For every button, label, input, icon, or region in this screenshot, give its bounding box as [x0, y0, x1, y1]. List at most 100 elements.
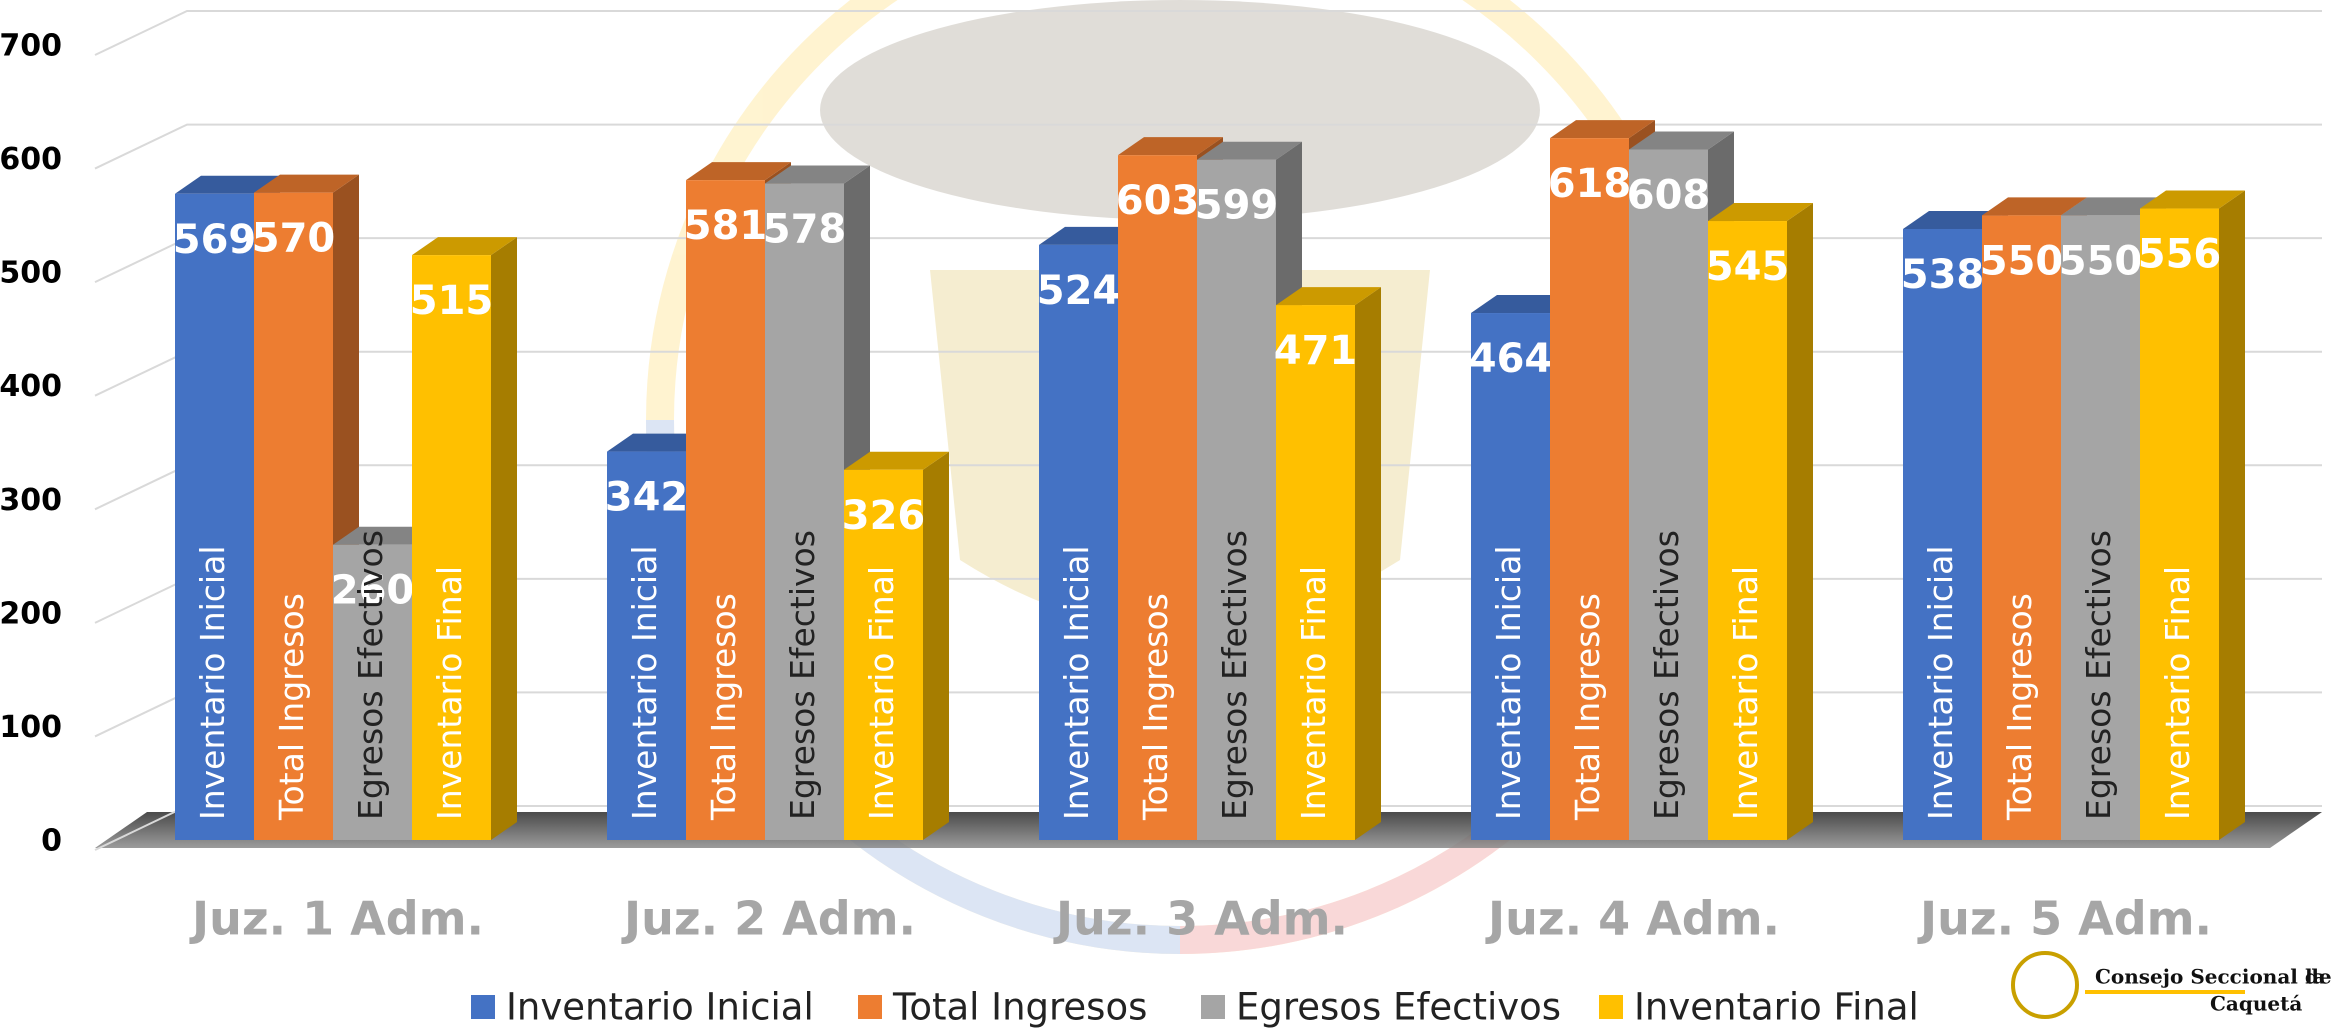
bar-side — [1787, 203, 1813, 841]
bar — [1276, 287, 1381, 840]
x-tick-label: Juz. 3 Adm. — [1053, 892, 1348, 946]
y-tick-label: 500 — [0, 256, 62, 291]
data-label: 618 — [1548, 161, 1632, 207]
bar-front — [844, 469, 923, 840]
bar — [2140, 190, 2245, 841]
bar-front — [1197, 159, 1276, 840]
series-label: Inventario Final — [1726, 566, 1765, 820]
bar-front — [333, 544, 412, 840]
bar-top — [1197, 141, 1302, 160]
bar-front — [1629, 149, 1708, 840]
data-label: 581 — [684, 203, 768, 249]
bar-front — [175, 193, 254, 840]
legend-label: Inventario Inicial — [506, 986, 814, 1029]
bar-top — [1708, 203, 1813, 222]
grid-line — [94, 10, 2322, 56]
data-label: 545 — [1706, 244, 1790, 290]
series-label: Inventario Inicial — [193, 546, 232, 821]
y-tick-label: 100 — [0, 710, 62, 745]
bar-front — [254, 192, 333, 841]
bar-top — [1903, 210, 2008, 229]
legend-label: Egresos Efectivos — [1236, 986, 1561, 1029]
bar-front — [1708, 221, 1787, 841]
data-label: 471 — [1274, 328, 1358, 374]
series-label: Inventario Inicial — [1489, 546, 1528, 821]
logo-text: Consejo Seccional de — [2095, 965, 2332, 989]
bar-side — [1355, 287, 1381, 840]
bar-top — [686, 162, 791, 181]
bar-front — [1903, 228, 1982, 840]
series-label: Egresos Efectivos — [1215, 530, 1254, 820]
bar-front — [2061, 215, 2140, 840]
bar-top — [1629, 131, 1734, 150]
series-label: Inventario Inicial — [1921, 546, 1960, 821]
data-label: 515 — [410, 278, 494, 324]
series-label: Inventario Final — [2158, 566, 2197, 820]
logo-text: Caquetá — [2210, 992, 2302, 1016]
series-label: Inventario Inicial — [625, 546, 664, 821]
bar-top — [254, 174, 359, 193]
logo-bar — [2085, 990, 2245, 994]
series-label: Egresos Efectivos — [351, 530, 390, 820]
series-label: Total Ingresos — [2000, 593, 2039, 821]
series-label: Total Ingresos — [1136, 593, 1175, 821]
bar-front — [1276, 305, 1355, 840]
data-label: 603 — [1116, 178, 1200, 224]
bar-top — [1039, 226, 1144, 245]
data-label: 578 — [763, 207, 847, 253]
bar-top — [1471, 295, 1576, 314]
y-tick-label: 200 — [0, 596, 62, 631]
x-tick-label: Juz. 1 Adm. — [189, 892, 484, 946]
bar-top — [765, 165, 870, 184]
data-label: 556 — [2138, 232, 2222, 278]
logo-text: la — [2305, 965, 2326, 989]
bar-top — [1276, 287, 1381, 306]
data-label: 342 — [605, 475, 689, 521]
series-label: Inventario Final — [1294, 566, 1333, 820]
bar-front — [765, 183, 844, 841]
legend-swatch — [1201, 995, 1225, 1019]
y-tick-label: 600 — [0, 142, 62, 177]
legend-label: Total Ingresos — [892, 986, 1147, 1029]
legend-swatch — [858, 995, 882, 1019]
data-label: 570 — [252, 216, 336, 262]
bar — [412, 237, 517, 840]
series-label: Total Ingresos — [704, 593, 743, 821]
bar-front — [1471, 313, 1550, 840]
data-label: 608 — [1627, 172, 1711, 218]
bar-front — [686, 180, 765, 840]
bar-top — [607, 433, 712, 452]
bar-top — [1118, 137, 1223, 156]
logo-seal — [2011, 951, 2079, 1019]
bar-side — [2219, 190, 2245, 841]
series-label: Egresos Efectivos — [1647, 530, 1686, 820]
bar — [844, 451, 949, 840]
bar-top — [1550, 120, 1655, 139]
bar-front — [2140, 208, 2219, 841]
data-label: 326 — [842, 493, 926, 539]
data-label: 538 — [1901, 252, 1985, 298]
series-label: Egresos Efectivos — [783, 530, 822, 820]
bar-front — [412, 255, 491, 840]
series-label: Egresos Efectivos — [2079, 530, 2118, 820]
series-label: Inventario Final — [862, 566, 901, 820]
x-tick-label: Juz. 5 Adm. — [1917, 892, 2212, 946]
y-tick-label: 0 — [41, 824, 62, 859]
bar — [1708, 203, 1813, 841]
x-tick-label: Juz. 2 Adm. — [621, 892, 916, 946]
bar-front — [1118, 155, 1197, 840]
data-label: 464 — [1469, 336, 1553, 382]
data-label: 260 — [331, 568, 415, 614]
series-label: Total Ingresos — [1568, 593, 1607, 821]
bar-top — [2061, 197, 2166, 216]
data-label: 550 — [1980, 238, 2064, 284]
bar-front — [1982, 215, 2061, 840]
bar-front — [607, 451, 686, 840]
series-label: Total Ingresos — [272, 593, 311, 821]
bar-top — [412, 237, 517, 256]
legend-label: Inventario Final — [1634, 986, 1919, 1029]
bar — [254, 174, 359, 841]
data-label: 550 — [2059, 238, 2143, 284]
bar-side — [923, 451, 949, 840]
